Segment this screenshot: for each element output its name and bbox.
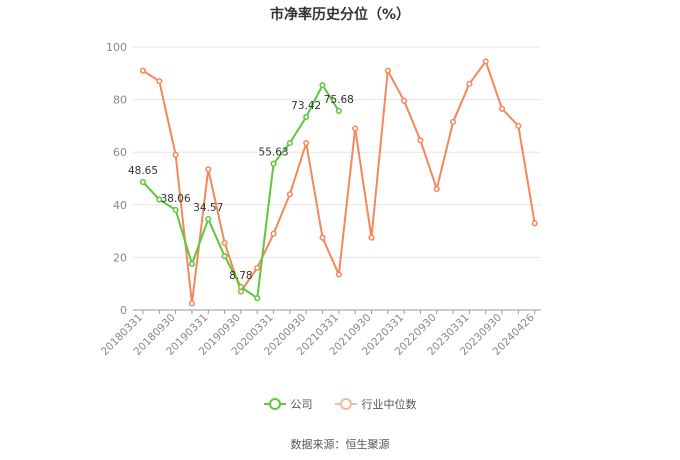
y-tick-label: 100: [106, 41, 127, 54]
data-point-industry: [352, 125, 359, 132]
chart-title: 市净率历史分位（%）: [269, 7, 411, 23]
data-label-company: 8.78: [229, 270, 252, 282]
data-point-industry: [319, 234, 326, 241]
data-point-industry: [498, 105, 506, 112]
data-point-industry: [270, 230, 277, 237]
data-point-company: [205, 216, 212, 223]
data-point-industry: [433, 185, 440, 193]
legend-company-label: 公司: [290, 398, 313, 411]
data-point-industry: [205, 166, 212, 173]
data-point-industry: [254, 264, 261, 271]
y-tick-label: 40: [113, 199, 127, 212]
data-point-industry: [221, 239, 228, 246]
data-point-industry: [531, 220, 538, 227]
legend: 公司 行业中位数: [0, 396, 680, 412]
data-point-industry: [303, 139, 310, 147]
data-point-industry: [156, 78, 163, 85]
data-point-company: [286, 139, 293, 147]
data-label-company: 73.42: [291, 100, 321, 112]
data-label-company: 34.57: [193, 202, 223, 214]
data-point-industry: [286, 191, 293, 198]
data-point-company: [319, 82, 326, 89]
data-point-industry: [515, 122, 522, 129]
y-tick-label: 60: [113, 146, 127, 159]
data-point-industry: [139, 67, 147, 74]
data-point-company: [221, 253, 228, 260]
data-point-company: [188, 260, 196, 268]
data-label-company: 48.65: [128, 165, 158, 177]
data-point-industry: [450, 118, 457, 126]
data-point-company: [303, 113, 310, 120]
data-point-industry: [368, 234, 375, 241]
data-point-company: [139, 179, 147, 186]
data-point-industry: [172, 151, 179, 158]
legend-item-industry[interactable]: 行业中位数: [334, 396, 417, 412]
legend-item-company[interactable]: 公司: [263, 396, 313, 412]
data-label-company: 55.63: [259, 147, 289, 159]
data-point-industry: [384, 67, 391, 74]
data-point-industry: [401, 97, 408, 104]
legend-industry-label: 行业中位数: [361, 398, 417, 411]
data-point-company: [172, 206, 179, 213]
data-source-note: 数据来源：恒生聚源: [290, 438, 390, 451]
y-tick-label: 80: [113, 94, 127, 107]
data-point-industry: [417, 137, 424, 144]
legend-company-marker-icon: [263, 398, 286, 410]
series-line-company: [142, 84, 340, 300]
data-label-company: 38.06: [161, 193, 191, 205]
data-point-industry: [482, 58, 489, 65]
data-point-company: [335, 107, 342, 115]
data-point-company: [270, 160, 277, 167]
data-label-company: 75.68: [324, 94, 354, 106]
y-tick-label: 0: [120, 304, 127, 317]
data-point-company: [237, 283, 244, 290]
data-point-industry: [335, 271, 342, 278]
data-point-industry: [237, 288, 244, 295]
y-tick-label: 20: [113, 251, 127, 264]
data-point-company: [156, 196, 163, 203]
legend-industry-marker-icon: [334, 398, 357, 410]
data-point-industry: [188, 300, 196, 307]
data-point-industry: [466, 80, 473, 87]
data-point-company: [254, 295, 261, 302]
